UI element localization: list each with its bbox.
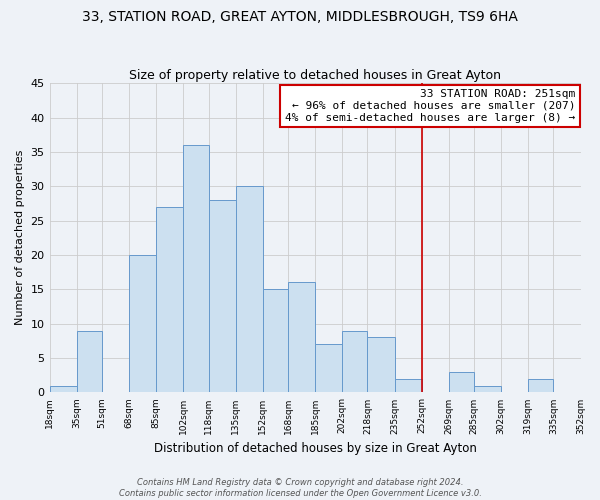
Bar <box>129 255 156 392</box>
Bar <box>315 344 342 393</box>
Bar <box>449 372 474 392</box>
Bar <box>209 200 236 392</box>
Bar <box>288 282 315 393</box>
Title: Size of property relative to detached houses in Great Ayton: Size of property relative to detached ho… <box>129 69 501 82</box>
Bar <box>183 145 209 392</box>
Bar <box>474 386 501 392</box>
Bar <box>236 186 263 392</box>
X-axis label: Distribution of detached houses by size in Great Ayton: Distribution of detached houses by size … <box>154 442 476 455</box>
Text: 33, STATION ROAD, GREAT AYTON, MIDDLESBROUGH, TS9 6HA: 33, STATION ROAD, GREAT AYTON, MIDDLESBR… <box>82 10 518 24</box>
Bar <box>263 290 288 393</box>
Text: Contains HM Land Registry data © Crown copyright and database right 2024.
Contai: Contains HM Land Registry data © Crown c… <box>119 478 481 498</box>
Bar <box>395 378 422 392</box>
Bar <box>156 207 183 392</box>
Bar <box>342 330 367 392</box>
Text: 33 STATION ROAD: 251sqm
← 96% of detached houses are smaller (207)
4% of semi-de: 33 STATION ROAD: 251sqm ← 96% of detache… <box>285 90 575 122</box>
Bar <box>528 378 553 392</box>
Bar <box>77 330 102 392</box>
Y-axis label: Number of detached properties: Number of detached properties <box>15 150 25 326</box>
Bar <box>367 338 395 392</box>
Bar <box>50 386 77 392</box>
